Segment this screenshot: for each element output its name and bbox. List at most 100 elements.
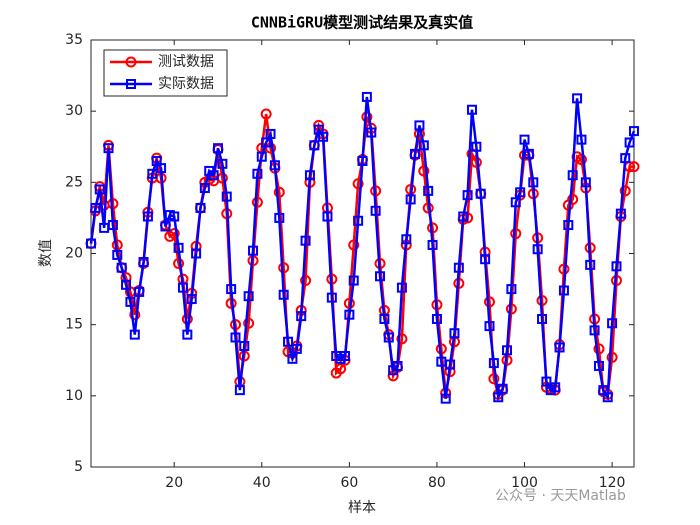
marker bbox=[116, 262, 127, 273]
marker bbox=[488, 358, 499, 369]
marker bbox=[251, 196, 263, 208]
marker bbox=[602, 392, 613, 403]
marker bbox=[453, 262, 464, 273]
marker bbox=[296, 311, 307, 322]
marker bbox=[572, 93, 583, 104]
marker bbox=[278, 289, 289, 300]
marker bbox=[357, 155, 368, 166]
marker bbox=[239, 341, 250, 352]
legend-label: 实际数据 bbox=[158, 76, 214, 92]
marker bbox=[366, 127, 377, 138]
marker bbox=[252, 168, 263, 179]
marker bbox=[576, 134, 587, 145]
marker bbox=[147, 168, 158, 179]
marker bbox=[589, 325, 600, 336]
marker bbox=[309, 140, 320, 151]
marker bbox=[575, 154, 587, 166]
marker bbox=[217, 158, 228, 169]
marker bbox=[160, 221, 171, 232]
marker bbox=[243, 291, 254, 302]
y-tick-label: 30 bbox=[65, 103, 83, 119]
marker bbox=[173, 242, 184, 253]
marker bbox=[121, 279, 132, 290]
marker bbox=[169, 211, 180, 222]
marker bbox=[449, 328, 460, 339]
marker bbox=[129, 309, 141, 321]
marker bbox=[274, 212, 285, 223]
marker bbox=[361, 91, 372, 102]
marker bbox=[497, 383, 508, 394]
marker bbox=[94, 184, 105, 195]
marker bbox=[624, 137, 635, 148]
marker bbox=[191, 248, 202, 259]
marker bbox=[488, 373, 500, 385]
marker bbox=[585, 259, 596, 270]
marker bbox=[287, 353, 298, 364]
chart-title: CNNBiGRU模型测试结果及真实值 bbox=[251, 14, 473, 32]
marker bbox=[348, 275, 359, 286]
x-axis-label: 样本 bbox=[348, 500, 376, 516]
marker bbox=[273, 186, 285, 198]
y-tick-label: 25 bbox=[65, 174, 83, 190]
marker bbox=[396, 333, 408, 345]
marker bbox=[580, 177, 591, 188]
marker bbox=[392, 360, 403, 371]
marker bbox=[537, 313, 548, 324]
marker bbox=[480, 254, 491, 265]
marker bbox=[221, 191, 232, 202]
marker bbox=[300, 275, 312, 287]
marker bbox=[519, 134, 530, 145]
marker bbox=[567, 170, 578, 181]
marker bbox=[86, 238, 96, 249]
marker bbox=[318, 131, 329, 142]
marker bbox=[168, 228, 180, 240]
marker bbox=[125, 56, 137, 68]
marker bbox=[523, 148, 534, 159]
marker bbox=[506, 284, 517, 295]
marker bbox=[107, 220, 118, 231]
marker bbox=[528, 177, 539, 188]
marker bbox=[593, 360, 604, 371]
marker bbox=[322, 211, 333, 222]
marker bbox=[554, 342, 565, 353]
axes-box bbox=[90, 39, 635, 468]
marker bbox=[142, 211, 153, 222]
marker bbox=[304, 170, 315, 181]
marker bbox=[370, 205, 381, 216]
marker bbox=[567, 193, 579, 205]
marker bbox=[458, 211, 469, 222]
marker bbox=[606, 351, 618, 363]
plot-area bbox=[91, 40, 634, 467]
marker bbox=[418, 140, 429, 151]
x-tick-label: 80 bbox=[428, 475, 446, 491]
marker bbox=[379, 313, 390, 324]
x-tick-label: 40 bbox=[253, 475, 271, 491]
marker bbox=[475, 188, 486, 199]
marker bbox=[607, 318, 618, 329]
marker bbox=[260, 108, 272, 120]
legend-box bbox=[103, 49, 228, 97]
x-tick-label: 20 bbox=[165, 475, 183, 491]
marker bbox=[134, 286, 145, 297]
marker bbox=[431, 313, 442, 324]
marker bbox=[401, 234, 412, 245]
y-tick-label: 15 bbox=[65, 317, 83, 333]
marker bbox=[256, 151, 267, 162]
marker bbox=[427, 239, 438, 250]
marker bbox=[611, 261, 622, 272]
marker bbox=[550, 382, 561, 393]
marker bbox=[383, 332, 394, 343]
marker bbox=[156, 163, 167, 174]
marker bbox=[396, 282, 407, 293]
marker bbox=[177, 282, 188, 293]
marker bbox=[619, 185, 631, 197]
marker bbox=[532, 244, 543, 255]
marker bbox=[129, 329, 140, 340]
marker bbox=[352, 178, 364, 190]
marker bbox=[126, 79, 136, 89]
marker bbox=[300, 235, 311, 246]
marker bbox=[466, 104, 477, 115]
marker bbox=[326, 292, 337, 303]
marker bbox=[629, 126, 639, 137]
